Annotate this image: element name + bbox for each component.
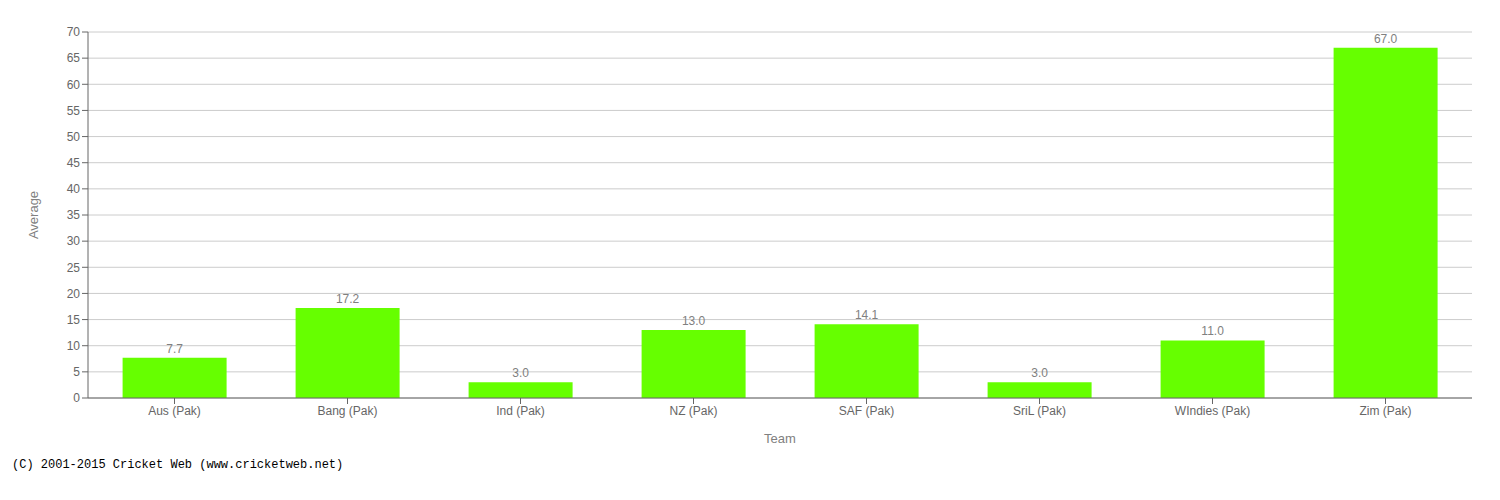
svg-text:Aus (Pak): Aus (Pak) <box>148 404 201 418</box>
svg-text:SAF (Pak): SAF (Pak) <box>839 404 894 418</box>
svg-text:Team: Team <box>764 431 796 446</box>
svg-text:WIndies (Pak): WIndies (Pak) <box>1175 404 1250 418</box>
svg-text:3.0: 3.0 <box>512 366 529 380</box>
svg-text:40: 40 <box>67 182 81 196</box>
svg-text:14.1: 14.1 <box>855 308 879 322</box>
svg-text:45: 45 <box>67 156 81 170</box>
svg-text:17.2: 17.2 <box>336 292 360 306</box>
svg-text:30: 30 <box>67 234 81 248</box>
svg-text:Zim (Pak): Zim (Pak) <box>1360 404 1412 418</box>
svg-text:11.0: 11.0 <box>1201 324 1224 338</box>
svg-text:13.0: 13.0 <box>682 314 706 328</box>
svg-text:Ind (Pak): Ind (Pak) <box>496 404 545 418</box>
svg-text:5: 5 <box>73 365 80 379</box>
svg-text:60: 60 <box>67 78 81 92</box>
svg-text:50: 50 <box>67 130 81 144</box>
svg-text:25: 25 <box>67 261 81 275</box>
svg-text:55: 55 <box>67 104 81 118</box>
svg-text:NZ (Pak): NZ (Pak) <box>670 404 718 418</box>
svg-text:65: 65 <box>67 51 81 65</box>
svg-text:7.7: 7.7 <box>166 342 183 356</box>
svg-text:10: 10 <box>67 339 81 353</box>
svg-text:70: 70 <box>67 25 81 39</box>
svg-text:35: 35 <box>67 208 81 222</box>
svg-text:SriL (Pak): SriL (Pak) <box>1013 404 1066 418</box>
svg-text:Average: Average <box>26 191 41 239</box>
svg-text:15: 15 <box>67 313 81 327</box>
html-text:(C) 2001-2015 Cricket Web (www: (C) 2001-2015 Cricket Web (www.cricketwe… <box>12 458 344 472</box>
svg-text:3.0: 3.0 <box>1031 366 1048 380</box>
svg-text:0: 0 <box>73 391 80 405</box>
svg-text:20: 20 <box>67 287 81 301</box>
svg-text:Bang (Pak): Bang (Pak) <box>317 404 377 418</box>
svg-text:67.0: 67.0 <box>1374 32 1398 46</box>
